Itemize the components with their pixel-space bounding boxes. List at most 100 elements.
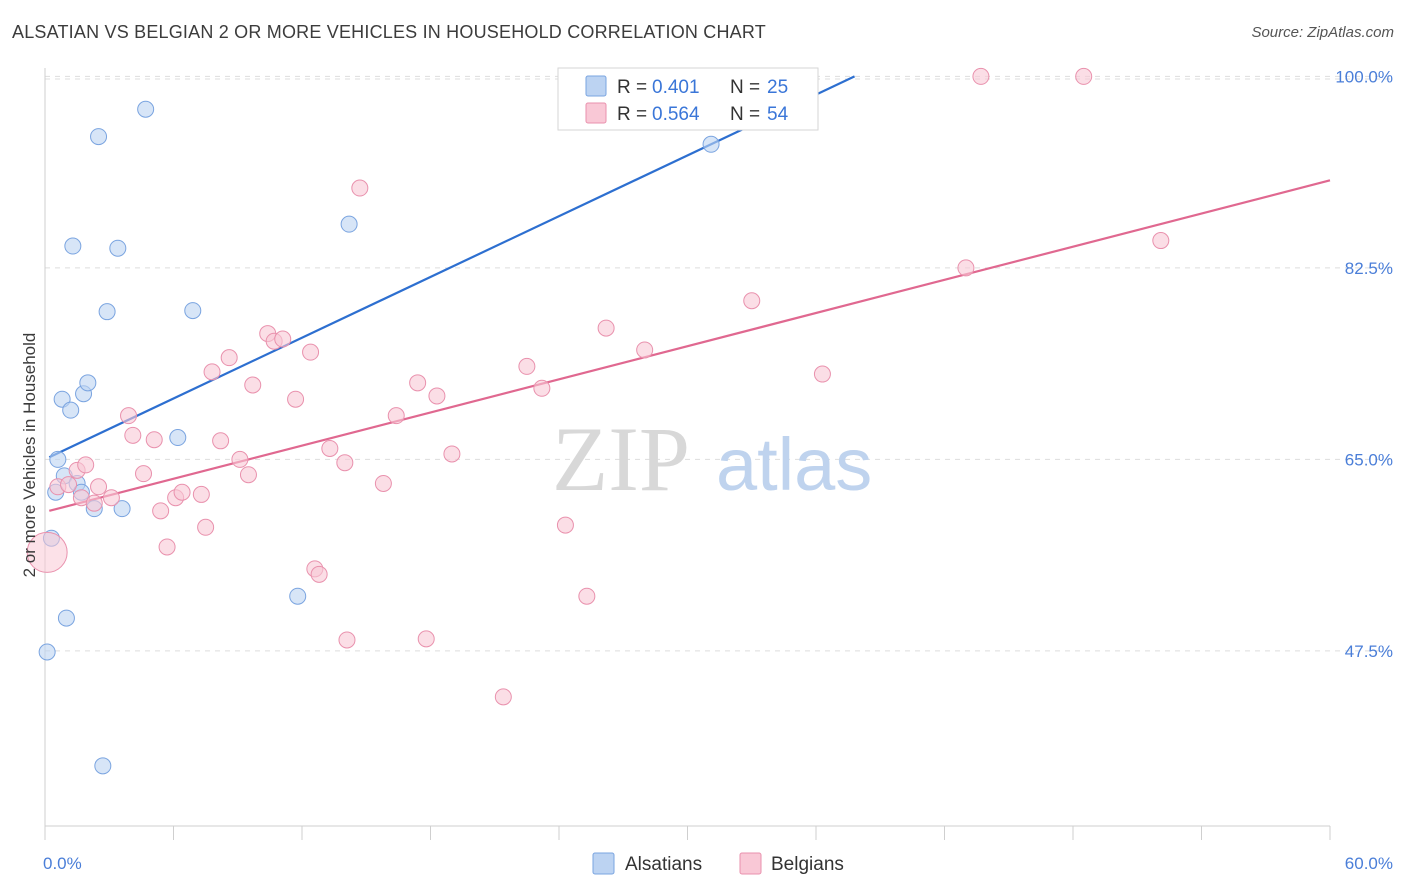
point-alsatians	[98, 303, 116, 321]
point-alsatians	[109, 239, 127, 257]
point-belgians	[321, 439, 339, 457]
point-belgians	[173, 483, 191, 501]
point-belgians	[220, 349, 238, 367]
legend-swatch-belgians	[585, 102, 607, 124]
point-alsatians	[79, 374, 97, 392]
point-belgians	[1152, 232, 1170, 250]
trend-line-alsatians	[48, 75, 856, 459]
point-belgians	[957, 259, 975, 277]
point-belgians	[743, 292, 761, 310]
point-alsatians	[57, 609, 75, 627]
point-belgians	[192, 485, 210, 503]
point-belgians	[203, 363, 221, 381]
point-belgians	[409, 374, 427, 392]
source-label: Source: ZipAtlas.com	[1251, 24, 1394, 41]
x-tick-label-max: 60.0%	[1345, 854, 1393, 873]
point-belgians	[90, 478, 108, 496]
point-belgians	[152, 502, 170, 520]
point-belgians	[1075, 67, 1093, 85]
bottom-legend-label-alsatians: Alsatians	[625, 854, 702, 875]
point-belgians	[428, 387, 446, 405]
point-belgians	[124, 426, 142, 444]
point-alsatians	[289, 587, 307, 605]
point-belgians	[387, 407, 405, 425]
point-belgians	[374, 474, 392, 492]
point-belgians	[417, 630, 435, 648]
point-belgians	[636, 341, 654, 359]
legend: R = 0.401 N = 25 R = 0.564 N = 54	[557, 67, 819, 131]
point-belgians	[533, 379, 551, 397]
point-alsatians	[90, 128, 108, 146]
y-tick-label: 47.5%	[1345, 642, 1393, 661]
point-belgians	[231, 450, 249, 468]
point-belgians	[135, 465, 153, 483]
scatter-points	[26, 67, 1170, 775]
point-alsatians	[94, 757, 112, 775]
point-belgians	[336, 454, 354, 472]
y-tick-label: 65.0%	[1345, 450, 1393, 469]
point-belgians	[972, 67, 990, 85]
legend-r-value-alsatians: 0.401	[652, 77, 700, 98]
point-belgians	[597, 319, 615, 337]
chart-title: ALSATIAN VS BELGIAN 2 OR MORE VEHICLES I…	[12, 22, 766, 42]
point-belgians	[120, 407, 138, 425]
point-belgians	[26, 531, 68, 573]
legend-swatch-alsatians	[585, 75, 607, 97]
bottom-legend: Alsatians Belgians	[592, 852, 844, 875]
point-belgians	[158, 538, 176, 556]
point-alsatians	[38, 643, 56, 661]
point-belgians	[212, 432, 230, 450]
watermark: ZIP atlas	[552, 408, 872, 510]
point-belgians	[287, 390, 305, 408]
point-alsatians	[169, 429, 187, 447]
point-alsatians	[340, 215, 358, 233]
trend-lines	[48, 75, 1331, 512]
point-belgians	[351, 179, 369, 197]
watermark-atlas: atlas	[716, 423, 872, 506]
point-alsatians	[184, 302, 202, 320]
legend-n-value-alsatians: 25	[767, 77, 788, 98]
y-tick-label: 100.0%	[1335, 67, 1393, 86]
y-axis-label: 2 or more Vehicles in Household	[20, 333, 39, 578]
watermark-zip: ZIP	[552, 408, 690, 510]
point-alsatians	[64, 237, 82, 255]
point-belgians	[239, 466, 257, 484]
legend-n-label-belgians: N =	[730, 104, 760, 125]
bottom-legend-label-belgians: Belgians	[771, 854, 844, 875]
point-alsatians	[137, 100, 155, 118]
point-belgians	[60, 476, 78, 494]
legend-r-value-belgians: 0.564	[652, 104, 700, 125]
point-alsatians	[49, 450, 67, 468]
y-tick-labels: 47.5% 65.0% 82.5% 100.0%	[1335, 67, 1393, 661]
legend-r-label-belgians: R =	[617, 104, 647, 125]
y-tick-label: 82.5%	[1345, 259, 1393, 278]
point-belgians	[145, 431, 163, 449]
point-belgians	[338, 631, 356, 649]
point-belgians	[494, 688, 512, 706]
point-belgians	[77, 456, 95, 474]
axes	[44, 68, 1331, 840]
legend-n-label-alsatians: N =	[730, 77, 760, 98]
legend-r-label-alsatians: R =	[617, 77, 647, 98]
bottom-legend-swatch-alsatians	[592, 852, 615, 875]
point-belgians	[197, 518, 215, 536]
x-tick-label-min: 0.0%	[43, 854, 82, 873]
point-belgians	[102, 489, 120, 507]
legend-n-value-belgians: 54	[767, 104, 789, 125]
point-alsatians	[113, 500, 131, 518]
point-belgians	[310, 565, 328, 583]
point-belgians	[244, 376, 262, 394]
bottom-legend-swatch-belgians	[739, 852, 762, 875]
point-alsatians	[62, 401, 80, 419]
point-belgians	[556, 516, 574, 534]
point-belgians	[302, 343, 320, 361]
point-belgians	[518, 357, 536, 375]
point-belgians	[274, 330, 292, 348]
trend-line-belgians	[49, 179, 1331, 512]
point-belgians	[578, 587, 596, 605]
point-belgians	[813, 365, 831, 383]
point-alsatians	[702, 135, 720, 153]
point-belgians	[85, 494, 103, 512]
point-belgians	[443, 445, 461, 463]
